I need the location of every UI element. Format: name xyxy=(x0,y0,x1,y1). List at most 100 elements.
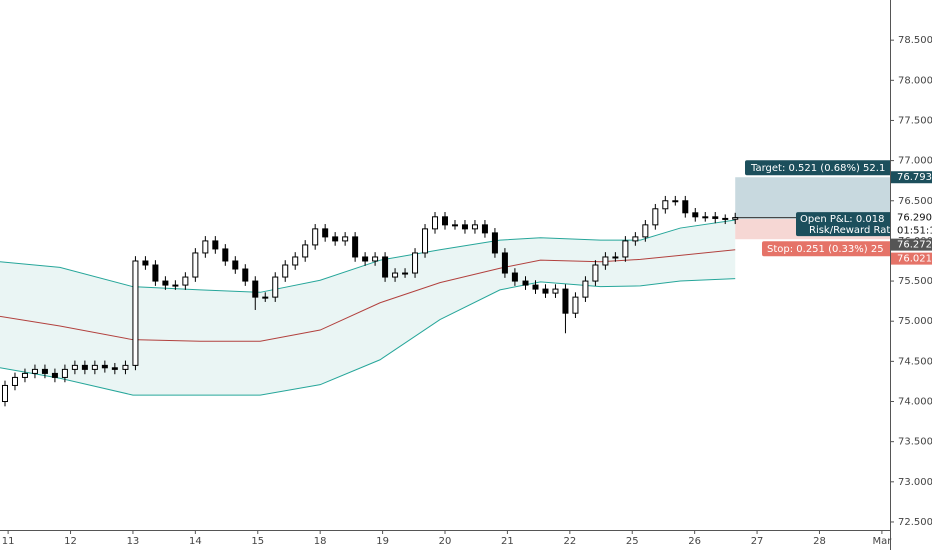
candle-body xyxy=(1,384,8,403)
candle-body xyxy=(242,268,249,282)
candle-body xyxy=(61,368,68,378)
entry-price-tag-box xyxy=(891,238,932,251)
target-price-tag: 76.793 xyxy=(897,172,932,183)
x-tick-label: 19 xyxy=(376,536,389,547)
candle-body xyxy=(562,288,569,314)
candle-body xyxy=(272,276,279,298)
last-price-tag-box xyxy=(891,211,932,224)
candle-body xyxy=(212,240,219,250)
candle-body xyxy=(342,236,349,242)
y-tick-label: 78.000 xyxy=(898,75,932,86)
candle-body xyxy=(481,224,488,234)
candle-body xyxy=(51,372,58,378)
candle-body xyxy=(402,272,409,275)
candle-body xyxy=(232,260,239,270)
candle-body xyxy=(192,252,199,278)
target-price-tag-box xyxy=(891,171,932,184)
candle-body xyxy=(662,200,669,210)
y-tick-label: 74.000 xyxy=(898,397,932,408)
candle-body xyxy=(132,260,139,366)
x-tick-label: 18 xyxy=(314,536,327,547)
x-tick-label: 13 xyxy=(127,536,140,547)
candle-body xyxy=(41,368,48,374)
candle-body xyxy=(352,236,359,258)
candle-body xyxy=(442,216,448,226)
candle-body xyxy=(182,276,189,286)
y-tick-label: 73.500 xyxy=(898,437,932,448)
candle-body xyxy=(471,224,478,230)
target-label-box xyxy=(745,160,905,176)
candle-body xyxy=(622,240,629,258)
candle-body xyxy=(332,236,339,242)
x-tick-label: 26 xyxy=(688,536,701,547)
candle-body xyxy=(322,228,329,238)
candle-body xyxy=(592,264,599,282)
candle-body xyxy=(682,200,689,214)
candle-body xyxy=(162,280,169,286)
candle-body xyxy=(532,284,539,290)
candle-body xyxy=(451,224,458,227)
x-tick-label: 21 xyxy=(501,536,514,547)
pnl-label: Open P&L: 0.018 xyxy=(800,214,884,225)
candle-body xyxy=(491,232,498,254)
candle-body xyxy=(501,252,508,274)
candle-body xyxy=(31,368,38,374)
candle-body xyxy=(302,244,309,258)
x-tick-label: 28 xyxy=(813,536,826,547)
candle-body xyxy=(602,256,609,266)
x-tick-label: 25 xyxy=(626,536,639,547)
candle-body xyxy=(111,367,118,370)
y-tick-label: 76.500 xyxy=(898,196,932,207)
candle-body xyxy=(312,228,319,246)
x-tick-label: 27 xyxy=(751,536,764,547)
candle-body xyxy=(81,364,88,370)
candle-body xyxy=(172,284,179,287)
candle-body xyxy=(552,288,559,294)
candle-body xyxy=(612,256,619,259)
candle-body xyxy=(511,272,518,282)
candle-body xyxy=(362,256,369,262)
candle-body xyxy=(262,296,269,299)
stop-label: Stop: 0.251 (0.33%) 25 xyxy=(767,244,884,255)
target-label: Target: 0.521 (0.68%) 52.1 xyxy=(750,163,885,174)
time-axis-panel xyxy=(0,530,932,550)
countdown-tag-box xyxy=(891,224,932,237)
candle-body xyxy=(252,280,259,298)
candle-body xyxy=(202,240,209,254)
candle-body xyxy=(732,217,739,220)
y-tick-label: 78.500 xyxy=(898,35,932,46)
y-tick-label: 77.500 xyxy=(898,115,932,126)
candle-body xyxy=(642,224,649,238)
x-tick-label: 20 xyxy=(439,536,452,547)
candle-body xyxy=(702,216,709,219)
stop-label-box xyxy=(762,241,902,257)
candle-body xyxy=(432,216,439,230)
stop-price-tag: 76.021 xyxy=(897,254,932,265)
candle-body xyxy=(292,256,299,266)
stop-price-tag-box xyxy=(891,252,932,265)
x-tick-label: 22 xyxy=(563,536,576,547)
price-axis-panel xyxy=(890,0,932,550)
entry-price-tag: 76.272 xyxy=(897,240,932,251)
candle-body xyxy=(101,364,108,369)
candle-body xyxy=(91,364,98,370)
candle-body xyxy=(372,256,379,262)
candle-body xyxy=(21,372,28,378)
last-price-tag: 76.290 xyxy=(897,213,932,224)
candle-body xyxy=(71,364,78,370)
candle-body xyxy=(582,280,589,298)
band-line xyxy=(0,278,736,396)
y-tick-label: 75.000 xyxy=(898,316,932,327)
x-tick-label: 14 xyxy=(189,536,202,547)
x-tick-label: Mar xyxy=(872,536,892,547)
candle-body xyxy=(632,236,639,242)
candle-body xyxy=(282,264,289,278)
candle-body xyxy=(142,260,149,266)
candle-body xyxy=(672,200,679,203)
candle-body xyxy=(542,288,549,294)
candle-body xyxy=(422,228,429,254)
candle-body xyxy=(461,224,468,230)
candle-body xyxy=(522,280,529,286)
x-tick-label: 11 xyxy=(2,536,15,547)
